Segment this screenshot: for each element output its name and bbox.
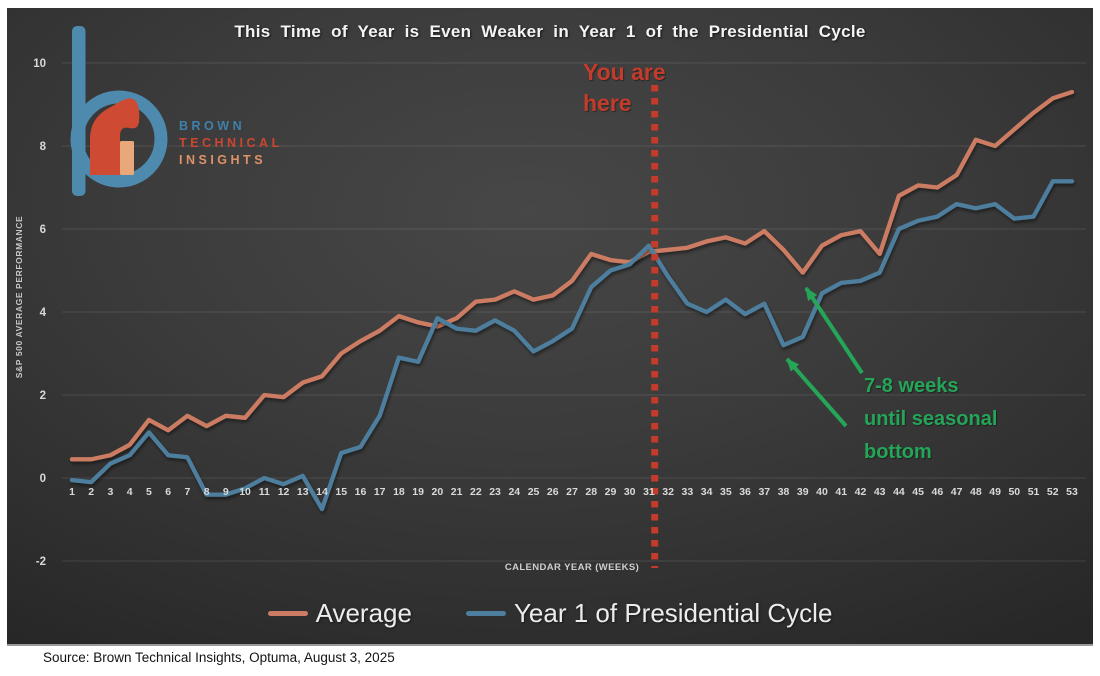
svg-text:34: 34 <box>701 486 713 498</box>
gridlines <box>62 62 1086 562</box>
seasonal-line1: 7-8 weeks <box>864 375 959 397</box>
svg-text:22: 22 <box>470 486 482 498</box>
svg-text:13: 13 <box>297 486 309 498</box>
logo-text: BROWN TECHNICAL INSIGHTS <box>179 118 283 169</box>
svg-text:42: 42 <box>855 486 867 498</box>
svg-text:53: 53 <box>1066 486 1078 498</box>
svg-text:4: 4 <box>127 486 133 498</box>
svg-text:28: 28 <box>585 486 597 498</box>
you-are-here-annotation: You are here <box>583 57 666 119</box>
svg-text:8: 8 <box>40 141 47 153</box>
svg-text:36: 36 <box>739 486 751 498</box>
svg-text:3: 3 <box>108 486 114 498</box>
legend-label-year1: Year 1 of Presidential Cycle <box>513 598 833 628</box>
svg-text:49: 49 <box>989 486 1001 498</box>
svg-text:19: 19 <box>412 486 424 498</box>
you-are-here-line1: You are <box>583 59 666 85</box>
logo-mark-orange <box>120 141 134 175</box>
y-axis-tick-labels: -2 0 2 4 6 8 10 <box>33 58 46 568</box>
svg-text:9: 9 <box>223 486 229 498</box>
average-line-swatch <box>267 611 308 616</box>
legend-item-average: Average <box>267 598 412 629</box>
svg-text:50: 50 <box>1008 486 1020 498</box>
svg-text:4: 4 <box>40 307 47 319</box>
svg-text:6: 6 <box>165 486 171 498</box>
svg-text:51: 51 <box>1028 486 1040 498</box>
svg-text:38: 38 <box>778 486 790 498</box>
svg-text:1: 1 <box>69 486 75 498</box>
svg-text:21: 21 <box>451 486 463 498</box>
seasonal-line3: bottom <box>864 441 932 463</box>
svg-text:40: 40 <box>816 486 828 498</box>
svg-text:33: 33 <box>682 486 694 498</box>
svg-text:43: 43 <box>874 486 886 498</box>
svg-text:6: 6 <box>40 224 46 236</box>
svg-text:11: 11 <box>259 486 270 498</box>
legend-label-average: Average <box>315 598 412 628</box>
y-axis-title: S&P 500 AVERAGE PERFORMANCE <box>14 215 24 379</box>
series-lines <box>69 89 1075 512</box>
svg-text:2: 2 <box>40 390 46 402</box>
svg-text:18: 18 <box>393 486 405 498</box>
svg-text:23: 23 <box>489 486 501 498</box>
chart-title: This Time of Year is Even Weaker in Year… <box>234 22 866 41</box>
seasonal-bottom-annotation: 7-8 weeks until seasonal bottom <box>864 370 997 469</box>
svg-text:14: 14 <box>316 486 328 498</box>
svg-text:26: 26 <box>547 486 559 498</box>
logo-word-insights: INSIGHTS <box>179 153 267 167</box>
legend-item-year1: Year 1 of Presidential Cycle <box>465 598 833 629</box>
x-axis-tick-labels: 1 2 3 4 5 6 7 8 9 10 11 12 13 14 15 16 17 18 19 20 21 22 23 24 2… <box>69 486 1078 498</box>
svg-text:29: 29 <box>605 486 617 498</box>
svg-text:-2: -2 <box>36 556 46 568</box>
brand-logo: BROWN TECHNICAL INSIGHTS <box>65 20 305 205</box>
svg-text:2: 2 <box>88 486 94 498</box>
logo-word-brown: BROWN <box>179 119 246 133</box>
green-arrows <box>785 286 864 428</box>
svg-text:24: 24 <box>508 486 520 498</box>
svg-text:30: 30 <box>624 486 636 498</box>
svg-text:10: 10 <box>239 486 251 498</box>
svg-text:16: 16 <box>355 486 367 498</box>
chart-panel: 1 2 3 4 5 6 7 8 9 10 11 12 13 14 15 16 17 18 19 20 21 22 23 24 2… <box>7 8 1093 646</box>
svg-text:20: 20 <box>432 486 444 498</box>
svg-text:45: 45 <box>912 486 924 498</box>
svg-text:15: 15 <box>335 486 347 498</box>
svg-text:0: 0 <box>40 473 46 485</box>
svg-text:31: 31 <box>643 486 655 498</box>
svg-text:32: 32 <box>662 486 674 498</box>
svg-text:44: 44 <box>893 486 905 498</box>
svg-text:12: 12 <box>278 486 290 498</box>
you-are-here-line2: here <box>583 90 632 116</box>
svg-text:52: 52 <box>1047 486 1059 498</box>
svg-text:17: 17 <box>374 486 386 498</box>
svg-text:10: 10 <box>33 58 46 70</box>
svg-text:48: 48 <box>970 486 982 498</box>
legend: Average Year 1 of Presidential Cycle <box>7 598 1093 629</box>
svg-text:27: 27 <box>566 486 578 498</box>
svg-text:47: 47 <box>951 486 963 498</box>
svg-text:5: 5 <box>146 486 152 498</box>
logo-mark-red <box>90 98 140 175</box>
svg-text:25: 25 <box>528 486 540 498</box>
svg-text:46: 46 <box>932 486 944 498</box>
svg-text:8: 8 <box>204 486 210 498</box>
source-text: Source: Brown Technical Insights, Optuma… <box>43 650 395 665</box>
logo-word-technical: TECHNICAL <box>179 136 283 150</box>
svg-text:37: 37 <box>758 486 770 498</box>
logo-b-icon <box>70 26 168 196</box>
seasonal-line2: until seasonal <box>864 408 998 430</box>
svg-text:39: 39 <box>797 486 809 498</box>
svg-text:7: 7 <box>184 486 190 498</box>
year1-line-swatch <box>465 611 506 616</box>
x-axis-title: CALENDAR YEAR (WEEKS) <box>504 562 640 573</box>
svg-text:41: 41 <box>835 486 847 498</box>
svg-text:35: 35 <box>720 486 732 498</box>
